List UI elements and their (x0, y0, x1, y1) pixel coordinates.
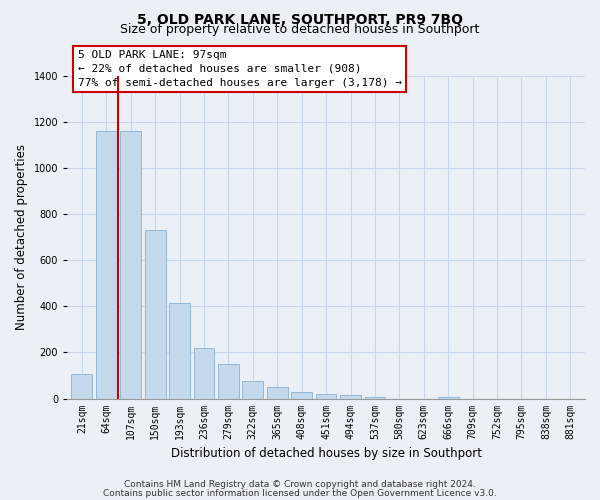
Text: Contains public sector information licensed under the Open Government Licence v3: Contains public sector information licen… (103, 488, 497, 498)
Bar (169, 303, 190, 398)
Bar (145, 230, 166, 398)
Bar (194, 348, 214, 399)
Bar (340, 395, 361, 398)
Bar (267, 387, 287, 398)
Text: 5, OLD PARK LANE, SOUTHPORT, PR9 7BQ: 5, OLD PARK LANE, SOUTHPORT, PR9 7BQ (137, 12, 463, 26)
Bar (316, 394, 337, 398)
Bar (96, 130, 116, 398)
X-axis label: Distribution of detached houses by size in Southport: Distribution of detached houses by size … (170, 447, 482, 460)
Bar (365, 396, 385, 398)
Bar (438, 396, 458, 398)
Bar (291, 392, 312, 398)
Text: Contains HM Land Registry data © Crown copyright and database right 2024.: Contains HM Land Registry data © Crown c… (124, 480, 476, 489)
Y-axis label: Number of detached properties: Number of detached properties (15, 144, 28, 330)
Bar (242, 382, 263, 398)
Bar (121, 130, 141, 398)
Text: 5 OLD PARK LANE: 97sqm
← 22% of detached houses are smaller (908)
77% of semi-de: 5 OLD PARK LANE: 97sqm ← 22% of detached… (77, 50, 401, 88)
Text: Size of property relative to detached houses in Southport: Size of property relative to detached ho… (121, 22, 479, 36)
Bar (218, 364, 239, 398)
Bar (71, 374, 92, 398)
